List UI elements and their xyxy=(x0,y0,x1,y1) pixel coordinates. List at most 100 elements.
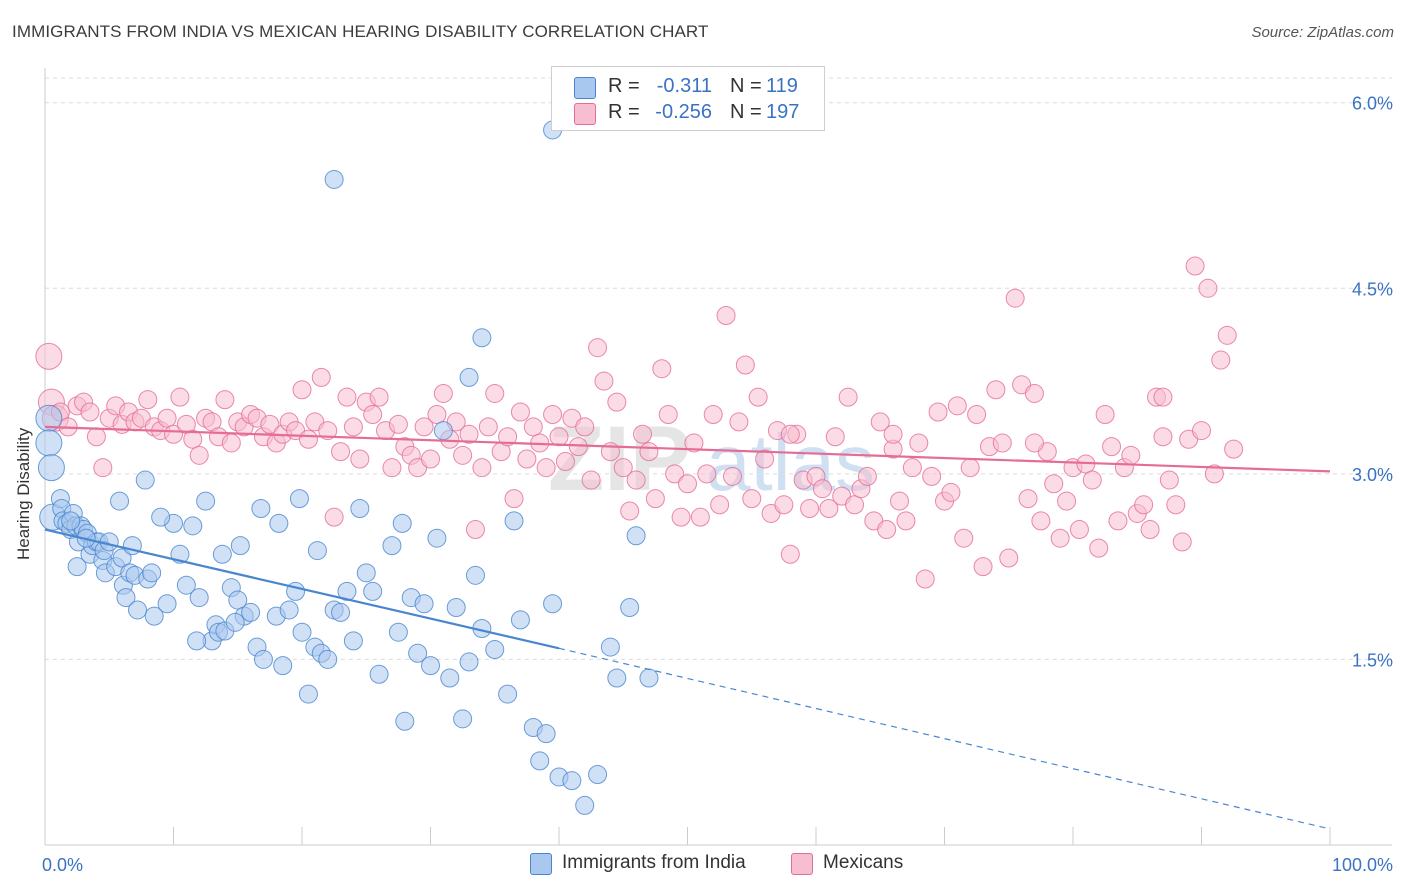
mexican-point xyxy=(645,489,665,509)
mexican-point xyxy=(421,449,440,469)
mexican-point xyxy=(93,458,113,478)
mexican-point xyxy=(986,380,1006,400)
india-point xyxy=(363,581,383,601)
india-trend-line xyxy=(44,528,560,650)
x-tick-label: 0.0% xyxy=(42,855,83,875)
mexican-point xyxy=(523,417,543,437)
mexican-point xyxy=(697,464,717,484)
mexican-point xyxy=(1031,511,1051,531)
mexican-point xyxy=(755,449,775,469)
mexican-point xyxy=(960,458,980,478)
mexican-point xyxy=(1185,256,1205,276)
mexican-point xyxy=(1166,495,1186,515)
legend-r-label: R = xyxy=(608,75,640,97)
mexican-point xyxy=(812,479,832,499)
india-point xyxy=(273,656,293,676)
india-point xyxy=(626,526,646,546)
india-point xyxy=(67,557,87,577)
mexican-point xyxy=(1108,511,1128,531)
india-point xyxy=(562,771,582,791)
chart-title: IMMIGRANTS FROM INDIA VS MEXICAN HEARING… xyxy=(12,22,709,41)
mexican-point xyxy=(684,433,704,453)
india-point xyxy=(350,499,370,519)
india-point xyxy=(588,764,608,784)
mexican-point xyxy=(954,528,974,548)
legend-n-value: 119 xyxy=(766,75,798,97)
india-point xyxy=(620,597,640,617)
india-point xyxy=(408,643,428,663)
mexican-point xyxy=(549,427,569,447)
x-tick-label: 100.0% xyxy=(1332,855,1393,875)
mexican-point xyxy=(1153,387,1173,407)
india-point xyxy=(395,711,415,731)
mexican-point xyxy=(555,452,575,471)
mexican-point xyxy=(459,424,479,444)
mexican-point xyxy=(947,396,967,416)
mexican-point xyxy=(658,404,678,424)
india-point xyxy=(279,600,299,620)
india-point xyxy=(543,594,563,614)
mexican-point xyxy=(363,404,383,424)
india-trend-extension xyxy=(558,647,1331,830)
mexican-point xyxy=(607,392,627,412)
india-point xyxy=(440,668,460,688)
india-point xyxy=(414,594,434,614)
india-point xyxy=(639,668,659,688)
mexican-point xyxy=(517,449,537,469)
mexican-point xyxy=(967,404,987,424)
india-point xyxy=(142,563,162,583)
mexican-point xyxy=(427,404,447,424)
mexican-point xyxy=(626,470,646,490)
india-point xyxy=(269,513,289,533)
india-point xyxy=(307,541,327,561)
bottom-swatch-india xyxy=(530,853,552,875)
mexican-point xyxy=(414,417,434,437)
mexican-point xyxy=(388,414,408,434)
mexican-point xyxy=(838,387,858,407)
india-point xyxy=(292,622,312,642)
mexican-point xyxy=(465,520,485,540)
india-point xyxy=(392,513,412,533)
india-point xyxy=(318,649,338,669)
india-point xyxy=(35,429,63,457)
india-point xyxy=(196,491,216,511)
legend: R = -0.311 N = 119 R = -0.256 N = 197 xyxy=(551,66,825,131)
mexican-point xyxy=(722,466,742,486)
legend-row-india: R = -0.311 N = 119 xyxy=(552,75,824,101)
mexican-point xyxy=(1198,278,1218,298)
mexican-point xyxy=(671,507,691,527)
mexican-point xyxy=(735,355,755,375)
india-point xyxy=(382,536,402,556)
mexican-point xyxy=(543,404,563,424)
india-point xyxy=(459,367,479,387)
mexican-point xyxy=(1153,427,1173,447)
india-point xyxy=(251,499,271,519)
mexican-point xyxy=(1057,491,1077,511)
mexican-point xyxy=(183,429,203,449)
india-point xyxy=(230,536,250,556)
india-point xyxy=(343,631,363,651)
mexican-point xyxy=(472,458,492,478)
tick-labels: 1.5% 3.0% 4.5% 6.0% 0.0% 100.0% xyxy=(42,94,1393,875)
bottom-swatch-mexicans xyxy=(791,853,813,875)
mexican-point xyxy=(1140,520,1160,540)
mexican-point xyxy=(973,557,993,577)
mexican-point xyxy=(382,458,402,478)
mexican-point xyxy=(575,417,595,437)
legend-swatch-mexicans xyxy=(574,103,596,125)
mexican-point xyxy=(86,427,106,447)
mexican-point xyxy=(999,548,1019,568)
mexican-point xyxy=(992,433,1012,453)
india-point xyxy=(61,511,81,531)
mexican-point xyxy=(845,495,865,515)
legend-r-value: -0.256 xyxy=(655,101,712,123)
india-point xyxy=(144,606,164,626)
mexican-point xyxy=(369,387,389,407)
mexican-point xyxy=(331,442,351,462)
mexican-point xyxy=(510,402,530,422)
mexican-point xyxy=(1102,437,1122,457)
india-point xyxy=(189,588,209,608)
mexican-point xyxy=(80,402,100,422)
india-point xyxy=(369,664,389,684)
india-point xyxy=(298,684,318,704)
